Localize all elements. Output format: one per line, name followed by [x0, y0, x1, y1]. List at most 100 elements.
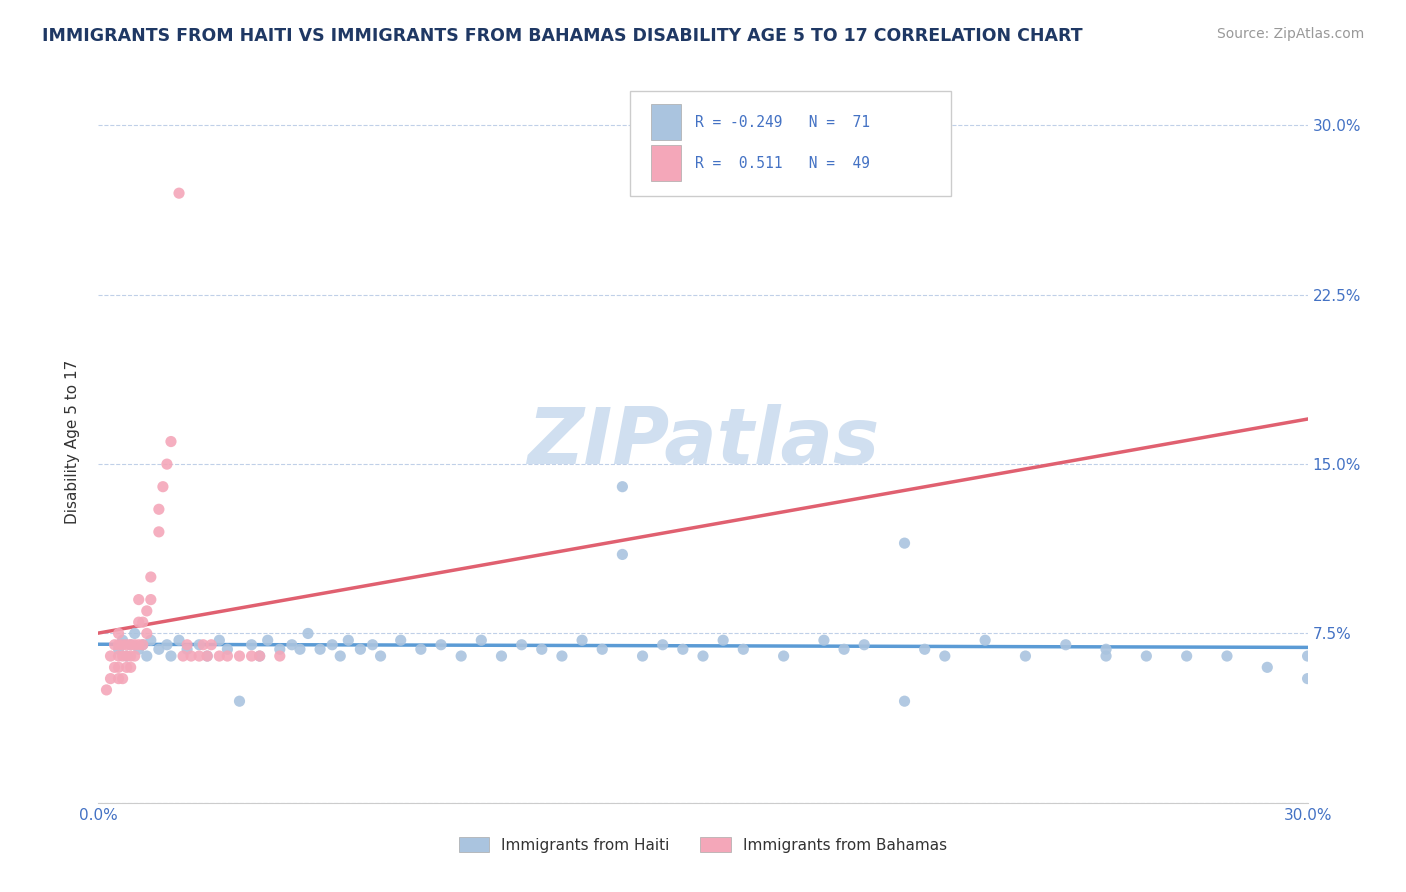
Point	[160, 434, 183, 449]
Point	[176, 642, 198, 657]
Point	[249, 648, 271, 663]
Point	[111, 672, 134, 686]
Point	[148, 524, 170, 539]
Point	[1175, 648, 1198, 663]
Point	[128, 615, 150, 630]
Point	[195, 648, 218, 663]
Point	[135, 626, 157, 640]
Point	[733, 642, 755, 657]
Text: R = -0.249   N =  71: R = -0.249 N = 71	[695, 115, 869, 129]
Text: R =  0.511   N =  49: R = 0.511 N = 49	[695, 156, 869, 171]
Point	[571, 633, 593, 648]
Point	[200, 638, 222, 652]
Point	[195, 648, 218, 663]
Point	[711, 633, 734, 648]
Point	[361, 638, 384, 652]
Point	[530, 642, 553, 657]
Point	[240, 648, 263, 663]
Point	[156, 457, 179, 471]
Point	[217, 648, 239, 663]
Point	[135, 604, 157, 618]
Point	[148, 642, 170, 657]
Point	[893, 694, 915, 708]
Point	[188, 648, 211, 663]
Point	[389, 633, 412, 648]
Point	[124, 638, 146, 652]
Point	[160, 648, 183, 663]
Point	[124, 648, 146, 663]
Point	[853, 638, 876, 652]
Point	[612, 548, 634, 562]
Point	[120, 638, 142, 652]
Point	[132, 638, 155, 652]
Point	[491, 648, 513, 663]
Point	[115, 648, 138, 663]
Point	[1014, 648, 1036, 663]
Point	[135, 648, 157, 663]
Point	[100, 648, 122, 663]
Point	[893, 536, 915, 550]
Point	[772, 648, 794, 663]
Point	[100, 672, 122, 686]
Point	[591, 642, 613, 657]
Point	[1216, 648, 1239, 663]
Point	[1256, 660, 1278, 674]
Point	[128, 592, 150, 607]
Point	[631, 648, 654, 663]
Point	[128, 642, 150, 657]
Point	[256, 633, 278, 648]
Legend: Immigrants from Haiti, Immigrants from Bahamas: Immigrants from Haiti, Immigrants from B…	[451, 829, 955, 860]
Point	[107, 638, 129, 652]
Point	[139, 570, 162, 584]
Point	[156, 638, 179, 652]
Point	[1095, 642, 1118, 657]
Point	[337, 633, 360, 648]
Point	[120, 648, 142, 663]
Point	[914, 642, 936, 657]
Point	[152, 480, 174, 494]
Point	[832, 642, 855, 657]
Point	[193, 638, 215, 652]
Point	[934, 648, 956, 663]
Point	[217, 642, 239, 657]
Point	[228, 694, 250, 708]
Point	[1296, 648, 1319, 663]
Point	[124, 626, 146, 640]
Point	[370, 648, 392, 663]
Point	[297, 626, 319, 640]
FancyBboxPatch shape	[630, 91, 950, 196]
Point	[128, 638, 150, 652]
Point	[107, 626, 129, 640]
Point	[249, 648, 271, 663]
Point	[1296, 672, 1319, 686]
Point	[115, 648, 138, 663]
Point	[510, 638, 533, 652]
Point	[115, 638, 138, 652]
Point	[409, 642, 432, 657]
Text: Source: ZipAtlas.com: Source: ZipAtlas.com	[1216, 27, 1364, 41]
Point	[132, 638, 155, 652]
Point	[188, 638, 211, 652]
Point	[139, 633, 162, 648]
Point	[107, 648, 129, 663]
Text: ZIPatlas: ZIPatlas	[527, 403, 879, 480]
Point	[107, 672, 129, 686]
Point	[228, 648, 250, 663]
Point	[167, 186, 190, 201]
Point	[167, 633, 190, 648]
Point	[176, 638, 198, 652]
Point	[120, 638, 142, 652]
Point	[974, 633, 997, 648]
Point	[107, 660, 129, 674]
Point	[172, 648, 194, 663]
Point	[1095, 648, 1118, 663]
Point	[329, 648, 352, 663]
Point	[148, 502, 170, 516]
Point	[612, 480, 634, 494]
Point	[651, 638, 673, 652]
Point	[309, 642, 332, 657]
Point	[1135, 648, 1157, 663]
Point	[288, 642, 311, 657]
Y-axis label: Disability Age 5 to 17: Disability Age 5 to 17	[65, 359, 80, 524]
Point	[349, 642, 371, 657]
